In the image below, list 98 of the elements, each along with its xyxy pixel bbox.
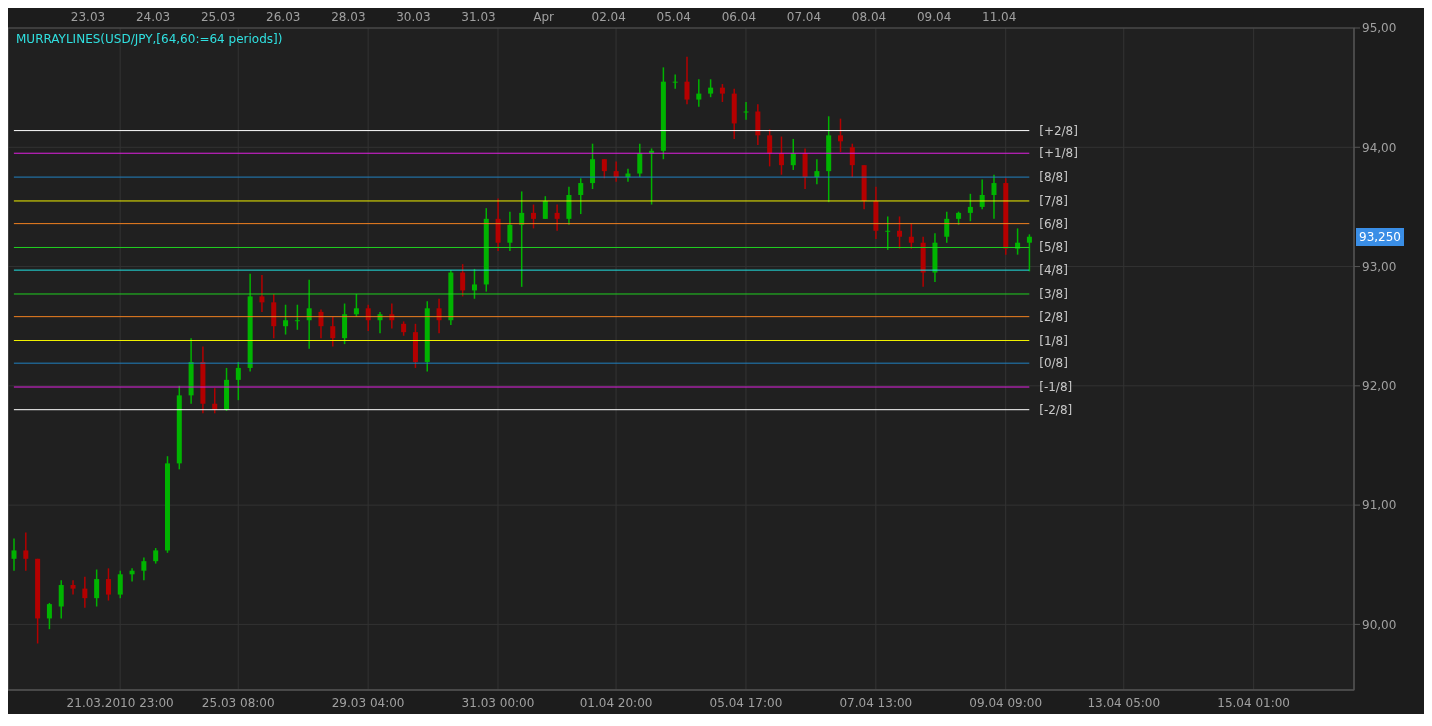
text: 02.04 (590, 10, 627, 24)
candlestick (306, 278, 312, 350)
candlestick (70, 579, 76, 596)
candlestick (885, 215, 891, 251)
annotation: [-1/8] (1039, 379, 1073, 396)
candlestick (460, 263, 466, 298)
text: 08.04 (850, 10, 888, 24)
text: 93,250 (1356, 227, 1404, 246)
candlestick (531, 203, 537, 230)
annotation: [4/8] (1039, 262, 1068, 279)
candlestick (117, 569, 123, 599)
candlestick (105, 567, 111, 602)
candlestick (578, 177, 584, 215)
annotation: [7/8] (1039, 192, 1068, 209)
x-tick-label: 29.03 04:00 (331, 695, 405, 710)
annotation: [+1/8] (1039, 145, 1078, 162)
candlestick (82, 575, 88, 609)
candlestick (908, 222, 914, 250)
candlestick (542, 195, 548, 220)
annotation: [-2/8] (1039, 401, 1073, 418)
candlestick (235, 361, 241, 401)
candlestick (672, 73, 678, 90)
text: 24.03 (134, 10, 172, 24)
candlestick (790, 138, 796, 171)
text: 25.03 (200, 10, 237, 24)
annotation: [1/8] (1039, 332, 1068, 349)
text: 09.04 (915, 10, 953, 24)
text: 06.04 (720, 10, 758, 24)
text: 23.03 (69, 10, 107, 24)
candlestick (365, 303, 371, 332)
candlestick (23, 531, 29, 572)
candlestick (94, 568, 100, 608)
candlestick (471, 268, 477, 300)
text: 11.04 (981, 10, 1018, 24)
candlestick (259, 274, 265, 313)
candlestick (495, 197, 501, 252)
annotation: [6/8] (1039, 215, 1068, 232)
annotation: [2/8] (1039, 308, 1068, 325)
candlestick (696, 78, 702, 108)
x-tick-label: 07.04 13:00 (839, 695, 913, 710)
candlestick (967, 193, 973, 222)
candlestick (849, 142, 855, 178)
x-tick-label: 05.04 17:00 (709, 695, 783, 710)
candlestick (436, 298, 442, 335)
candlestick (283, 303, 289, 336)
x-tick-label: 25.03 08:00 (201, 695, 275, 710)
annotation: [0/8] (1039, 355, 1068, 372)
annotation: [5/8] (1039, 239, 1068, 256)
x-tick-label: 09.04 09:00 (969, 695, 1043, 710)
candlestick (944, 210, 950, 244)
y-tick-label: 92,00 (1362, 379, 1397, 394)
candlestick (11, 537, 17, 572)
x-tick-label: 31.03 00:00 (461, 695, 535, 710)
candlestick (507, 210, 513, 252)
y-tick-label: 90,00 (1362, 617, 1397, 632)
candlestick (318, 308, 324, 339)
annotation: [8/8] (1039, 169, 1068, 186)
candlestick (991, 173, 997, 220)
candlestick (554, 203, 560, 232)
annotation: [+2/8] (1039, 122, 1078, 139)
x-tick-label: 15.04 01:00 (1217, 695, 1291, 710)
candlestick (1026, 233, 1032, 273)
chart-title: MURRAYLINES(USD/JPY,[64,60:=64 periods]) (16, 32, 283, 46)
text: 05.04 (655, 10, 692, 24)
candlestick (330, 315, 336, 348)
x-tick-label: 13.04 05:00 (1087, 695, 1161, 710)
text: Apr (532, 10, 555, 24)
candlestick (58, 579, 64, 620)
candlestick (590, 142, 596, 190)
candlestick (755, 103, 761, 146)
candlestick (46, 602, 52, 630)
candlestick (353, 293, 359, 318)
x-tick-label: 01.04 20:00 (579, 695, 653, 710)
candlestick (342, 302, 348, 345)
text: 26.03 (265, 10, 302, 24)
candlestick (294, 303, 300, 331)
text: 31.03 (460, 10, 497, 24)
candlestick (519, 190, 525, 288)
candlestick (566, 185, 572, 226)
candlestick (767, 128, 773, 168)
x-tick-label: 21.03.2010 23:00 (66, 695, 174, 710)
text: 07.04 (785, 10, 823, 24)
y-tick-label: 94,00 (1362, 140, 1397, 155)
candlestick (684, 55, 690, 106)
candlestick (271, 293, 277, 339)
candlestick (637, 142, 643, 178)
text: 28.03 (330, 10, 367, 24)
candlestick (743, 101, 749, 121)
candlestick (778, 135, 784, 176)
y-tick-label: 91,00 (1362, 498, 1397, 513)
y-tick-label: 93,00 (1362, 259, 1397, 274)
candlestick (837, 117, 843, 153)
candlestick (802, 147, 808, 190)
text: 30.03 (395, 10, 432, 24)
annotation: [3/8] (1039, 286, 1068, 302)
y-tick-label: 95,00 (1362, 21, 1397, 36)
candlestick (897, 215, 903, 250)
candlestick (141, 556, 147, 582)
